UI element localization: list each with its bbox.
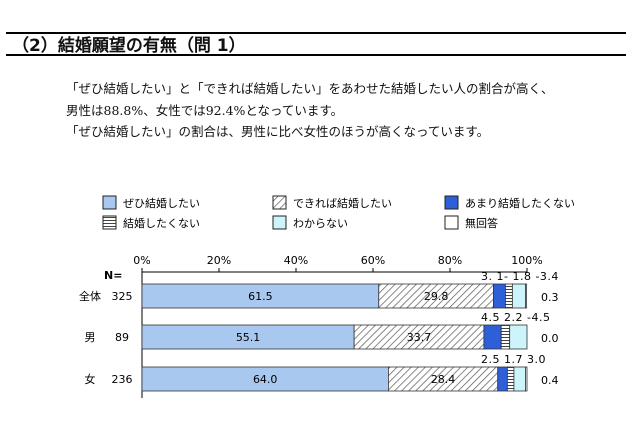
bar-group: 全体 325 61.5 29.8 0.3 3. 1- 1.8 -3.4 男 89 55.1 33.… — [79, 270, 559, 392]
legend-swatch-1 — [102, 195, 117, 210]
bar-segment-6 — [525, 283, 528, 309]
category-label: 男 — [85, 331, 96, 344]
legend-label-5: わからない — [293, 217, 348, 230]
body-paragraph-3: 「ぜひ結婚したい」の割合は、男性に比べ女性のほうが高くなっています。 — [66, 124, 490, 139]
legend-label-4: 結婚したくない — [123, 216, 200, 230]
bar-segment-4 — [500, 324, 511, 350]
legend-swatch-2 — [272, 195, 287, 210]
x-tick-label: 20% — [207, 254, 231, 267]
bar-value-label: 28.4 — [431, 373, 456, 386]
legend-swatch-4 — [102, 215, 117, 230]
x-tick-label: 80% — [438, 254, 462, 267]
bar-value-label: 33.7 — [407, 331, 432, 344]
no-answer-value-label: 0.3 — [541, 291, 559, 304]
bar-segment-3 — [497, 366, 508, 392]
small-values-annotation: 2.5 1.7 3.0 — [481, 353, 546, 366]
n-value: 236 — [112, 373, 133, 386]
legend-swatch-3 — [444, 195, 459, 210]
category-label: 女 — [85, 372, 96, 386]
no-answer-value-label: 0.4 — [541, 374, 559, 387]
n-value: 89 — [115, 331, 129, 344]
bar-value-label: 29.8 — [424, 290, 449, 303]
section-title: （2）結婚願望の有無（問 1） — [6, 32, 626, 56]
small-values-annotation: 3. 1- 1.8 -3.4 — [481, 270, 559, 283]
bar-segment-5 — [511, 283, 526, 309]
bar-segment-3 — [483, 324, 502, 350]
bar-segment-1 — [141, 366, 389, 392]
body-paragraph-2: 男性は88.8%、女性では92.4%となっています。 — [66, 103, 344, 118]
n-label: N= — [104, 269, 122, 282]
x-tick-label: 40% — [284, 254, 308, 267]
legend-swatch-6 — [444, 215, 459, 230]
bar-segment-5 — [513, 366, 526, 392]
legend-swatch-5 — [272, 215, 287, 230]
category-label: 全体 — [79, 289, 101, 303]
small-values-annotation: 4.5 2.2 -4.5 — [481, 311, 550, 324]
bar-value-label: 61.5 — [248, 290, 273, 303]
no-answer-value-label: 0.0 — [541, 332, 559, 345]
n-value: 325 — [112, 290, 133, 303]
legend-label-6: 無回答 — [465, 216, 498, 230]
x-tick-label: 0% — [133, 254, 150, 267]
bar-value-label: 55.1 — [236, 331, 261, 344]
x-tick-label: 100% — [511, 254, 542, 267]
bar-segment-1 — [141, 324, 355, 350]
bar-segment-4 — [505, 283, 513, 309]
bar-value-label: 64.0 — [253, 373, 278, 386]
legend-label-3: あまり結婚したくない — [465, 196, 575, 210]
x-tick-label: 60% — [361, 254, 385, 267]
bar-segment-4 — [506, 366, 515, 392]
bar-segment-3 — [493, 283, 506, 309]
legend-label-2: できれば結婚したい — [293, 196, 392, 210]
body-paragraph-1: 「ぜひ結婚したい」と「できれば結婚したい」をあわせた結婚したい人の割合が高く、 — [66, 81, 554, 96]
bar-segment-2 — [353, 324, 485, 350]
bar-segment-5 — [509, 324, 528, 350]
bar-segment-6 — [525, 366, 528, 392]
legend-label-1: ぜひ結婚したい — [123, 196, 200, 210]
